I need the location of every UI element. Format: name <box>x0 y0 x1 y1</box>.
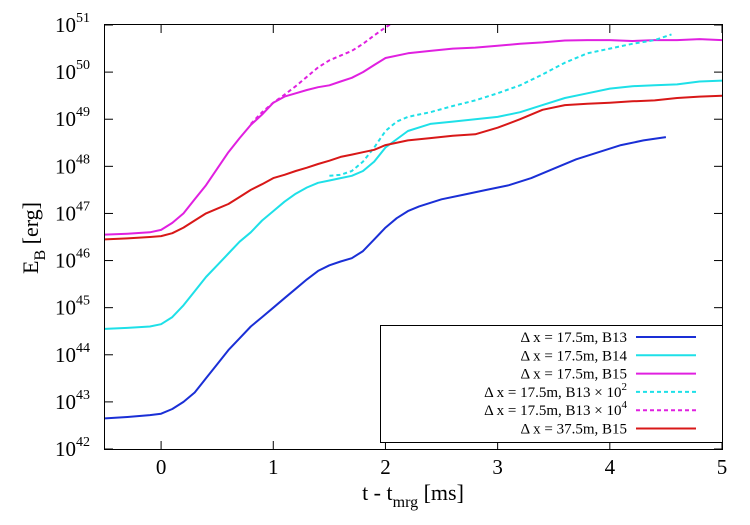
x-tick-label: 1 <box>268 455 279 479</box>
legend-label-5: Δ x = 17.5m, B13 × 104 <box>484 399 627 419</box>
plot-frame <box>104 24 723 450</box>
y-tick-label: 1050 <box>55 58 90 84</box>
x-axis-label-unit: [ms] <box>418 480 464 505</box>
legend-box <box>380 325 723 443</box>
y-axis-ticks: 1042 1043 1044 1045 1046 1047 1048 1049 1050 1051 <box>55 11 722 461</box>
series-layer <box>105 25 722 420</box>
legend-label-4: Δ x = 17.5m, B13 × 102 <box>484 381 627 401</box>
legend-label-3: Δ x = 17.5m, B15 <box>521 367 627 383</box>
x-tick-label: 0 <box>156 455 167 479</box>
x-tick-label: 2 <box>380 455 391 479</box>
y-axis-label: EB [erg] <box>18 202 49 274</box>
y-tick-label: 1042 <box>55 435 90 461</box>
x-tick-label: 3 <box>492 455 503 479</box>
series-line-6 <box>105 94 722 241</box>
series-line-2 <box>105 79 722 330</box>
legend-label-2: Δ x = 17.5m, B14 <box>521 348 628 364</box>
y-tick-label: 1043 <box>55 388 90 414</box>
x-tick-label: 5 <box>717 455 728 479</box>
series-line-1 <box>105 136 667 420</box>
x-axis-label-subscript: mrg <box>393 494 418 511</box>
y-axis-label-subscript: B <box>32 250 49 261</box>
x-axis-label: t - tmrg [ms] <box>362 480 464 511</box>
y-tick-label: 1046 <box>55 247 90 273</box>
x-tick-label: 4 <box>605 455 616 479</box>
series-line-4 <box>329 33 672 177</box>
y-tick-label: 1047 <box>55 199 90 225</box>
y-axis-label-unit: [erg] <box>18 202 43 250</box>
y-tick-label: 1045 <box>55 294 90 320</box>
y-tick-label: 1049 <box>55 105 90 131</box>
legend: Δ x = 17.5m, B13 Δ x = 17.5m, B14 Δ x = 17… <box>380 325 723 443</box>
y-tick-label: 1051 <box>55 11 90 37</box>
series-line-3 <box>105 38 722 236</box>
legend-label-1: Δ x = 17.5m, B13 <box>521 330 627 346</box>
y-tick-label: 1044 <box>55 341 90 367</box>
series-line-5 <box>250 25 392 125</box>
legend-label-6: Δ x = 37.5m, B15 <box>521 422 627 438</box>
y-tick-label: 1048 <box>55 152 90 178</box>
